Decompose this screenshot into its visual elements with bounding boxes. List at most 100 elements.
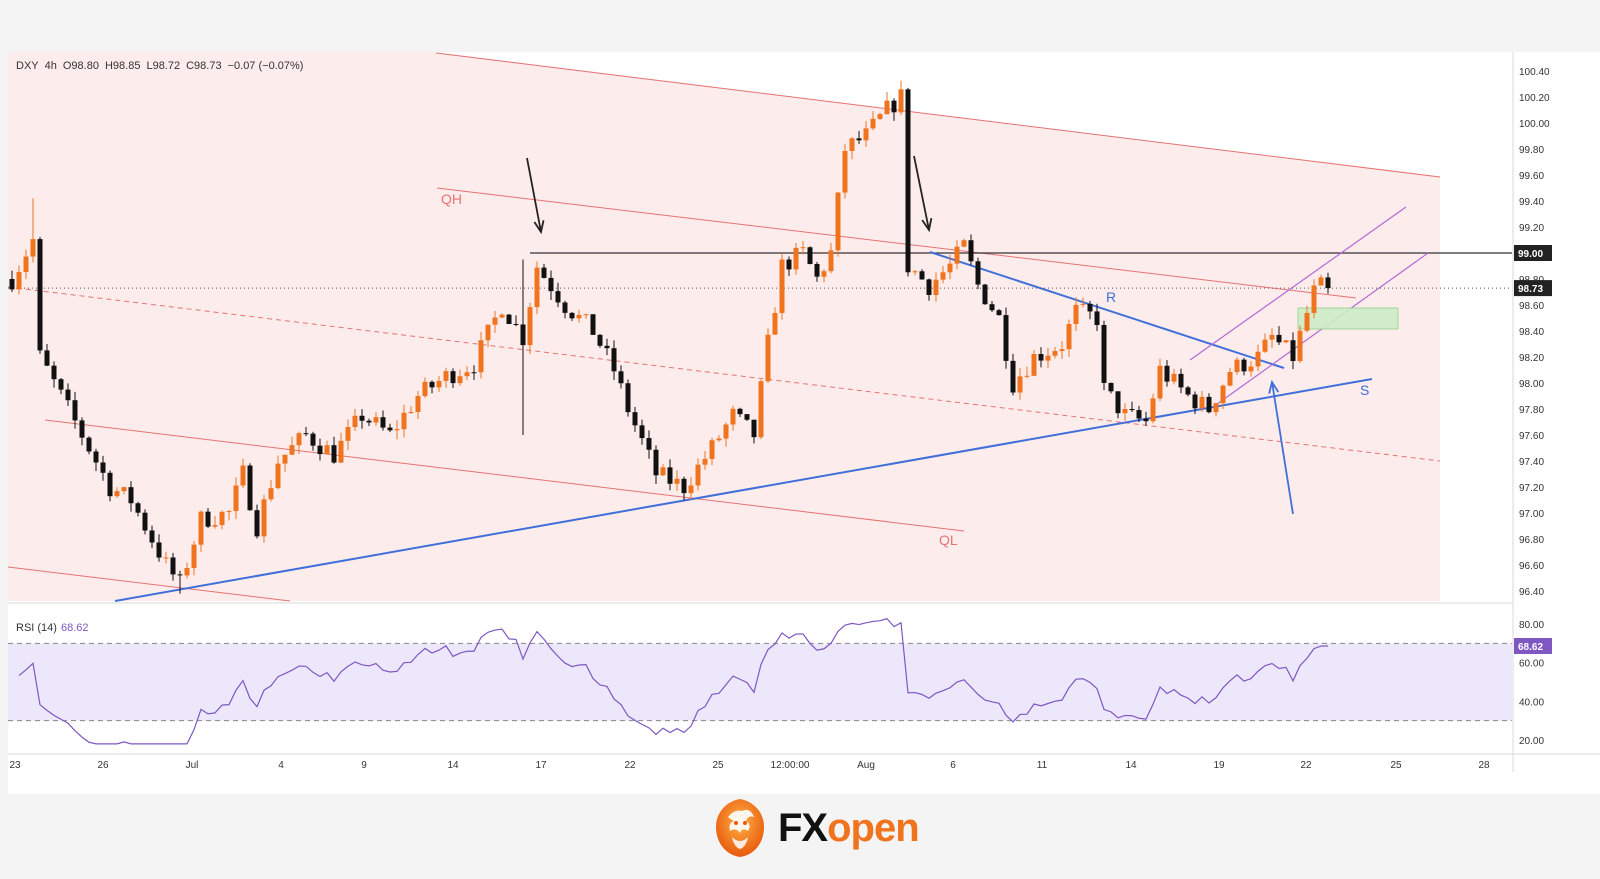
candle — [296, 431, 302, 454]
candle — [611, 340, 617, 381]
time-tick-label: 17 — [535, 760, 547, 771]
candle — [79, 417, 85, 446]
candle — [282, 454, 288, 472]
candle — [695, 458, 701, 491]
candle — [1087, 300, 1093, 320]
open-value: O98.80 — [62, 60, 99, 72]
r-label: R — [1106, 289, 1116, 305]
time-tick-label: 12:00:00 — [771, 760, 810, 771]
candle — [870, 111, 876, 131]
candle — [737, 407, 743, 417]
candle — [352, 408, 358, 431]
logo-open: open — [827, 805, 920, 850]
candle — [58, 378, 64, 395]
candle — [940, 265, 946, 284]
rsi-last-tag: 68.62 — [1514, 638, 1552, 655]
candle — [149, 525, 155, 549]
price-tick-label: 98.40 — [1519, 327, 1544, 338]
candle — [632, 406, 638, 432]
time-tick-label: 4 — [278, 760, 284, 771]
ql-label: QL — [939, 532, 958, 548]
candle — [1164, 360, 1170, 387]
candle — [982, 283, 988, 305]
symbol-header: DXY 4h O98.80 H98.85 L98.72 C98.73 −0.07 (−0.0… — [16, 60, 309, 72]
level-price-tag: 99.00 — [1514, 245, 1552, 261]
interval-label[interactable]: 4h — [44, 60, 57, 72]
candle — [590, 314, 596, 335]
candle — [891, 98, 897, 121]
qh-line — [436, 187, 1357, 299]
candle — [289, 436, 295, 455]
price-tick-label: 99.80 — [1519, 145, 1544, 156]
candle — [1185, 385, 1191, 397]
candle — [1094, 303, 1100, 332]
candle — [975, 257, 981, 290]
candle — [1157, 358, 1163, 402]
candle — [954, 240, 960, 270]
candle — [506, 313, 512, 325]
candle — [485, 324, 491, 348]
svg-text:98.73: 98.73 — [1518, 284, 1543, 295]
candle — [702, 450, 708, 470]
candle — [835, 192, 841, 257]
time-tick-label: Jul — [186, 760, 199, 771]
last-price-tag: 98.73 — [1514, 280, 1552, 297]
time-tick-label: 22 — [1300, 760, 1312, 771]
time-tick-label: Aug — [857, 760, 875, 771]
candle — [254, 504, 260, 539]
price-tick-label: 97.20 — [1519, 483, 1544, 494]
candle — [499, 313, 505, 319]
candle — [877, 112, 883, 120]
candle — [1059, 341, 1065, 359]
candle — [65, 383, 71, 407]
candle — [520, 259, 526, 435]
low-value: L98.72 — [146, 60, 181, 72]
candle — [51, 361, 57, 388]
time-tick-label: 23 — [9, 760, 21, 771]
candle — [135, 501, 141, 517]
rsi-value: 68.62 — [60, 622, 89, 634]
candle — [541, 263, 547, 279]
candle — [471, 365, 477, 380]
candle — [1290, 332, 1296, 370]
candle — [569, 312, 575, 321]
candle — [1213, 402, 1219, 417]
candle — [604, 338, 610, 356]
candle — [807, 246, 813, 265]
candle — [688, 477, 694, 501]
candle — [926, 278, 932, 301]
price-tick-label: 96.40 — [1519, 587, 1544, 598]
time-tick-label: 22 — [624, 760, 636, 771]
candle — [1115, 391, 1121, 419]
time-tick-label: 6 — [950, 760, 956, 771]
candle — [107, 470, 113, 502]
candle — [16, 265, 22, 295]
candle — [800, 240, 806, 255]
symbol-label[interactable]: DXY — [16, 60, 39, 72]
candle — [1178, 368, 1184, 394]
candle — [233, 477, 239, 520]
candle — [1045, 347, 1051, 368]
candle — [163, 551, 169, 564]
candle — [1227, 367, 1233, 387]
candle — [1318, 274, 1324, 286]
candle — [317, 438, 323, 461]
candle — [646, 430, 652, 459]
candle — [919, 269, 925, 280]
candle — [534, 261, 540, 315]
candle — [1311, 279, 1317, 319]
candle — [1262, 333, 1268, 353]
candle — [1150, 393, 1156, 424]
candle — [653, 445, 659, 484]
rsi-label[interactable]: RSI (14) — [16, 622, 57, 634]
rsi-band — [8, 643, 1512, 721]
candle — [793, 242, 799, 275]
price-tick-label: 98.20 — [1519, 353, 1544, 364]
time-tick-label: 11 — [1037, 760, 1048, 771]
candle — [240, 458, 246, 489]
candle — [1304, 305, 1310, 333]
candle — [912, 269, 918, 276]
price-tick-label: 99.60 — [1519, 171, 1544, 182]
candle — [765, 328, 771, 383]
